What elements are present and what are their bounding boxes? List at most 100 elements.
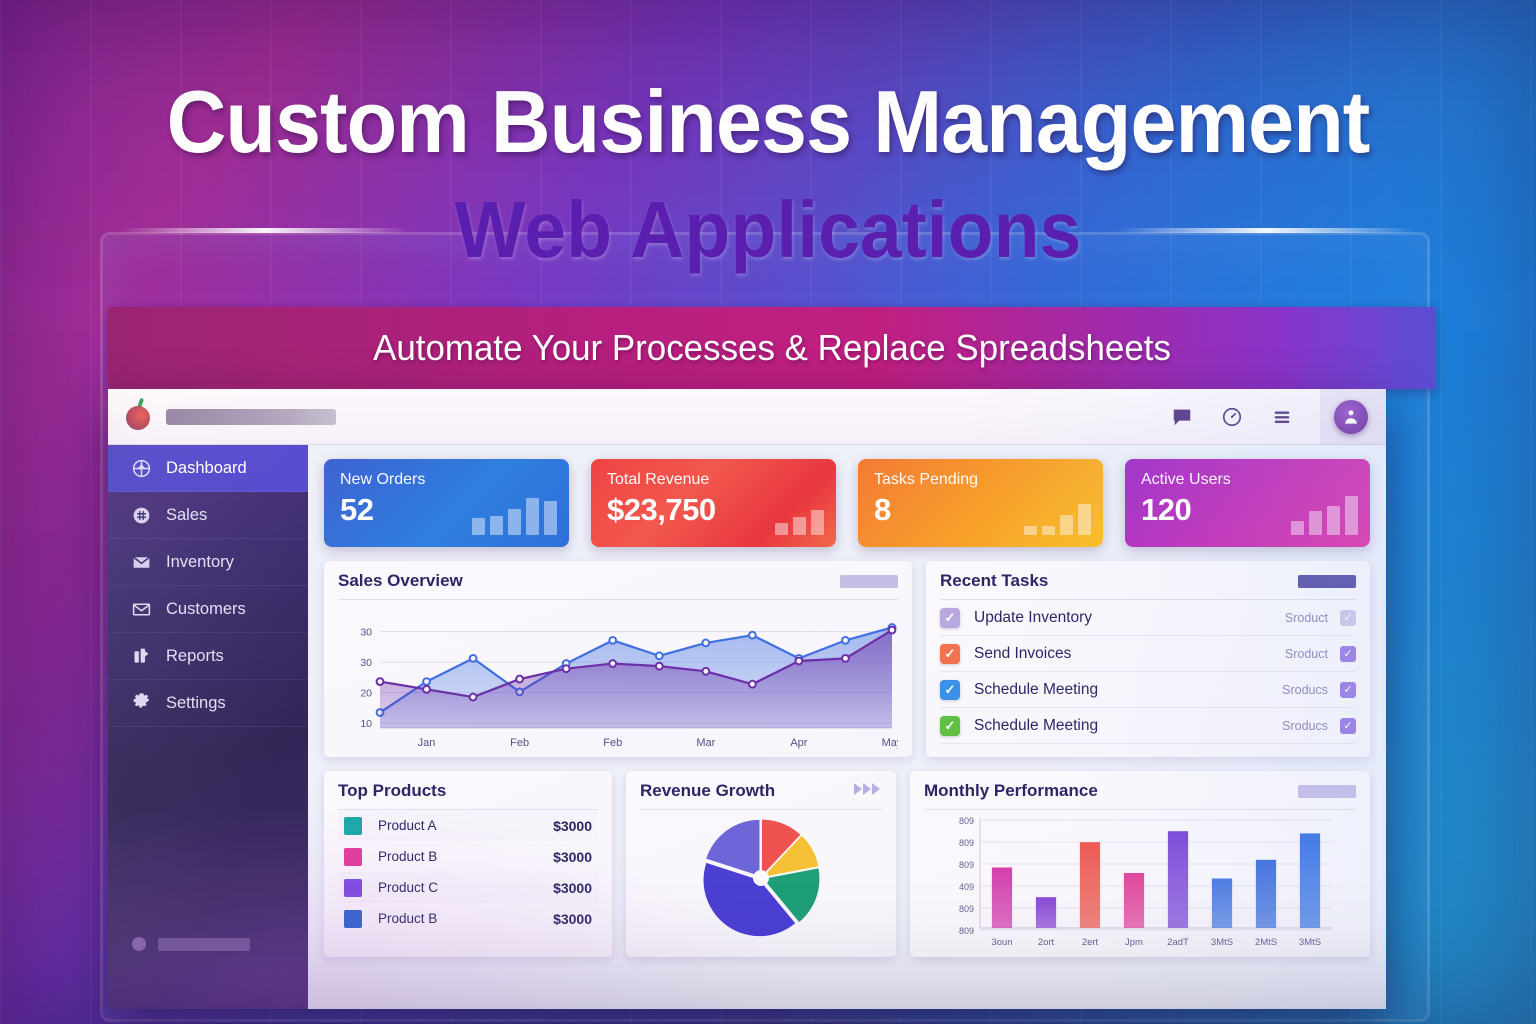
product-name: Product A xyxy=(378,818,437,833)
task-label: Schedule Meeting xyxy=(974,680,1099,698)
settings-gear-icon xyxy=(130,692,152,714)
svg-text:409: 409 xyxy=(959,882,974,892)
logo-berry xyxy=(126,405,150,430)
sidebar-item-label: Settings xyxy=(166,693,226,712)
dashboard-icon xyxy=(130,457,152,479)
panel-title: Sales Overview xyxy=(338,571,463,590)
app-window: Dashboard Sales Inventory xyxy=(108,389,1386,1009)
monitor-outline xyxy=(100,232,1430,1022)
product-name: Product B xyxy=(378,911,438,926)
task-checkbox[interactable]: ✓ xyxy=(940,679,960,700)
sidebar-item-customers[interactable]: Customers xyxy=(108,586,308,633)
svg-text:Apr: Apr xyxy=(790,737,807,749)
sidebar-item-label: Customers xyxy=(166,599,246,618)
sidebar-item-dashboard[interactable]: Dashboard xyxy=(108,445,308,492)
product-row[interactable]: Product A $3000 xyxy=(338,810,598,841)
svg-text:20: 20 xyxy=(360,688,372,700)
task-checkbox[interactable]: ✓ xyxy=(940,715,960,736)
panel-title: Recent Tasks xyxy=(940,571,1049,590)
bottom-row: Top Products Product A $3000 Product B $300… xyxy=(324,771,1370,957)
sales-overview-panel: Sales Overview 30 30 20 10 Jan Feb Feb Mar Apr Ma… xyxy=(324,561,912,757)
task-label: Schedule Meeting xyxy=(974,716,1099,734)
bar[interactable] xyxy=(1035,897,1057,928)
stat-card-new-orders[interactable]: New Orders 52 xyxy=(324,459,569,547)
panel-header: Sales Overview xyxy=(338,571,898,600)
svg-text:30: 30 xyxy=(360,657,372,669)
stat-value: 120 xyxy=(1141,492,1192,527)
panel-header: Top Products xyxy=(338,781,598,810)
user-avatar-icon[interactable] xyxy=(1334,399,1368,434)
chat-icon[interactable] xyxy=(1170,405,1194,429)
bar[interactable] xyxy=(1167,831,1189,928)
sidebar-user-placeholder xyxy=(158,937,250,951)
avatar-cell[interactable] xyxy=(1320,389,1386,445)
svg-text:809: 809 xyxy=(959,860,974,870)
pie-slice[interactable] xyxy=(761,819,801,876)
sidebar-item-inventory[interactable]: Inventory xyxy=(108,539,308,586)
product-list: Product A $3000 Product B $3000 Product C $30… xyxy=(338,810,598,934)
panel-badge[interactable] xyxy=(1298,574,1356,588)
product-row[interactable]: Product B $3000 xyxy=(338,903,598,934)
stat-card-active-users[interactable]: Active Users 120 xyxy=(1125,459,1370,547)
panel-badge[interactable] xyxy=(1298,784,1356,798)
product-color-swatch xyxy=(344,816,362,835)
stat-value: 8 xyxy=(874,492,891,527)
task-label: Send Invoices xyxy=(974,644,1072,662)
bar[interactable] xyxy=(1123,873,1145,928)
bar[interactable] xyxy=(991,867,1013,929)
task-status-checkbox[interactable]: ✓ xyxy=(1340,681,1356,698)
revenue-growth-panel: Revenue Growth xyxy=(626,771,896,957)
task-status-checkbox[interactable]: ✓ xyxy=(1340,645,1356,662)
task-status-checkbox[interactable]: ✓ xyxy=(1340,717,1356,734)
product-row[interactable]: Product C $3000 xyxy=(338,872,598,903)
sidebar-item-sales[interactable]: Sales xyxy=(108,492,308,539)
sales-line-chart: 30 30 20 10 Jan Feb Feb Mar Apr May xyxy=(360,623,903,749)
svg-text:809: 809 xyxy=(959,838,974,848)
customers-icon xyxy=(130,598,152,620)
bar[interactable] xyxy=(1255,859,1277,928)
task-checkbox[interactable]: ✓ xyxy=(940,607,960,628)
task-status-checkbox[interactable]: ✓ xyxy=(1340,609,1356,626)
info-clock-icon[interactable] xyxy=(1220,405,1244,429)
panel-badge[interactable] xyxy=(840,574,898,588)
menu-icon[interactable] xyxy=(1270,405,1294,429)
product-name: Product B xyxy=(378,849,438,864)
task-label: Update Inventory xyxy=(974,608,1093,626)
light-streak-left xyxy=(120,228,410,233)
task-row[interactable]: ✓ Schedule Meeting Sroducs ✓ xyxy=(940,672,1356,708)
task-row[interactable]: ✓ Update Inventory Sroduct ✓ xyxy=(940,600,1356,636)
task-row[interactable]: ✓ Schedule Meeting Sroducs ✓ xyxy=(940,708,1356,744)
sidebar-item-label: Reports xyxy=(166,646,224,665)
svg-text:Mar: Mar xyxy=(696,737,715,749)
bar[interactable] xyxy=(1299,833,1321,928)
bar[interactable] xyxy=(1079,842,1101,928)
address-bar[interactable] xyxy=(166,408,336,425)
svg-text:809: 809 xyxy=(959,926,974,936)
pie-slice[interactable] xyxy=(763,868,820,923)
fast-forward-icon[interactable] xyxy=(854,782,882,800)
sidebar-item-settings[interactable]: Settings xyxy=(108,680,308,727)
pie-slice[interactable] xyxy=(703,862,796,937)
revenue-pie-chart xyxy=(703,819,820,937)
stat-card-tasks-pending[interactable]: Tasks Pending 8 xyxy=(858,459,1103,547)
bar[interactable] xyxy=(1211,878,1233,929)
pie-slice[interactable] xyxy=(706,819,760,876)
task-right-group: Sroducs ✓ xyxy=(1282,717,1356,734)
task-right-group: Sroduct ✓ xyxy=(1285,609,1356,626)
pie-slice[interactable] xyxy=(763,835,819,877)
sidebar-item-reports[interactable]: Reports xyxy=(108,633,308,680)
pie-chart-wrapper xyxy=(640,814,882,942)
product-color-swatch xyxy=(344,909,362,928)
task-checkbox[interactable]: ✓ xyxy=(940,643,960,664)
product-row[interactable]: Product B $3000 xyxy=(338,841,598,872)
browser-toolbar xyxy=(108,389,1386,445)
stat-label: New Orders xyxy=(340,471,426,488)
headline-line-2: Web Applications xyxy=(454,185,1082,274)
cherry-logo-icon xyxy=(126,397,152,430)
task-row[interactable]: ✓ Send Invoices Sroduct ✓ xyxy=(940,636,1356,672)
dashboard-content: New Orders 52 Total Revenue $23,750 Task… xyxy=(308,445,1386,1009)
task-meta: Sroducs xyxy=(1282,682,1328,697)
svg-text:Feb: Feb xyxy=(510,737,529,749)
stat-card-total-revenue[interactable]: Total Revenue $23,750 xyxy=(591,459,836,547)
svg-text:Jpm: Jpm xyxy=(1125,937,1143,948)
